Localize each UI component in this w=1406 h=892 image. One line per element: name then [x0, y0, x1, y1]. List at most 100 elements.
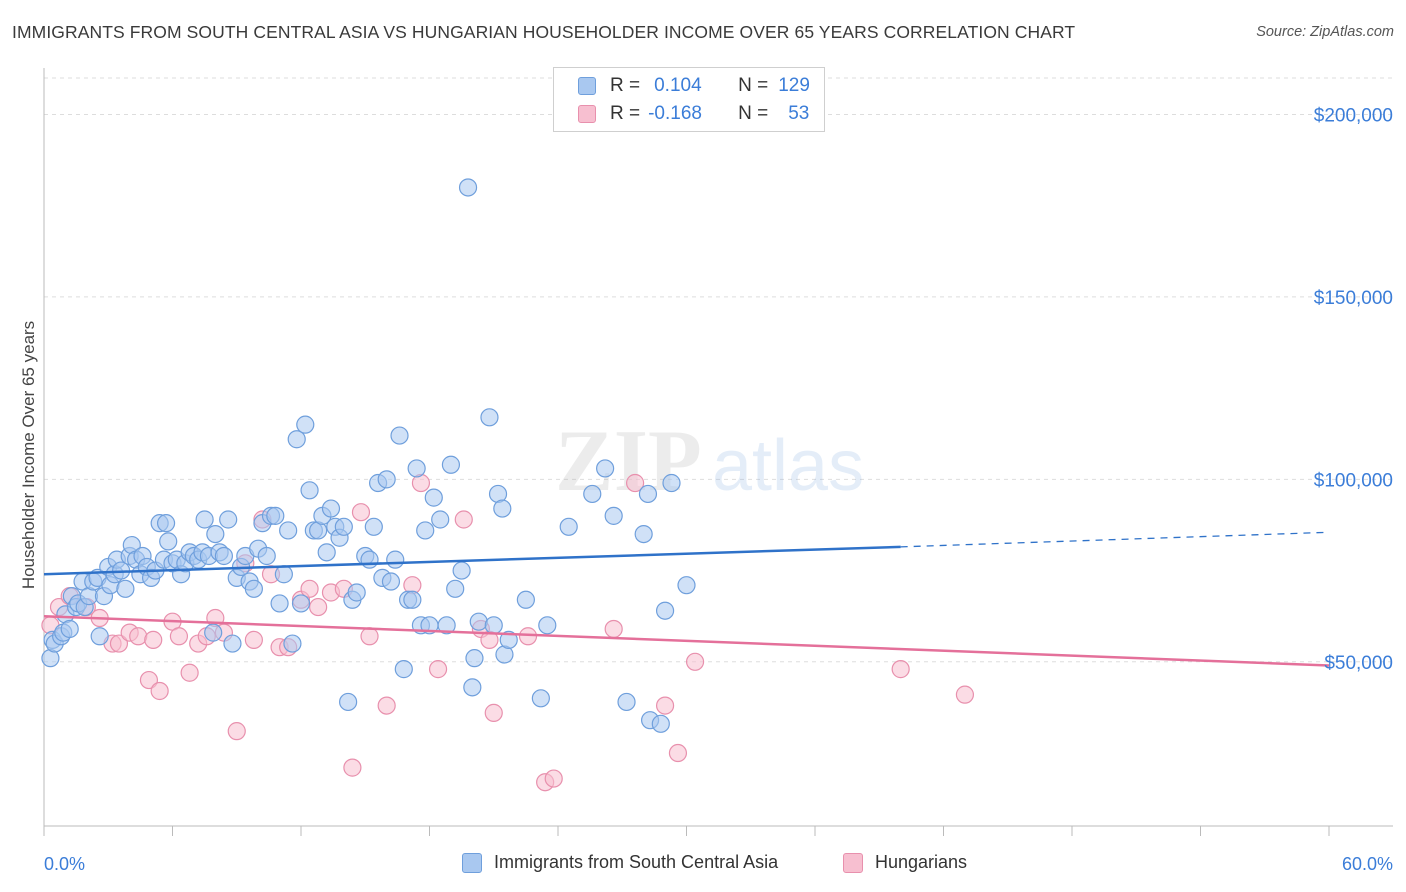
hungarians-point: [625, 473, 645, 493]
immigrants-point: [283, 634, 302, 653]
axes: [43, 68, 1393, 836]
immigrants-point: [204, 623, 223, 642]
legend-row-hungarians: R = -0.168 N = 53: [578, 101, 809, 127]
trendlines: [43, 531, 1330, 667]
y-axis-title: Householder Income Over 65 years: [19, 321, 38, 589]
immigrants-point: [195, 510, 214, 529]
immigrants-point: [394, 660, 413, 679]
legend-n-value: 53: [788, 103, 810, 124]
immigrants-point: [116, 579, 135, 598]
immigrants-point: [604, 506, 623, 525]
immigrants-point: [347, 583, 366, 602]
hungarians-point: [454, 510, 473, 529]
immigrants-point: [416, 521, 435, 540]
hungarians-point: [144, 630, 163, 650]
hungarians-point: [955, 685, 975, 704]
hungarians-point: [180, 663, 199, 682]
hungarians-point: [169, 627, 189, 646]
bottom-legend-label-immigrants: Immigrants from South Central Asia: [494, 852, 779, 872]
immigrants-point: [291, 594, 311, 613]
hungarians-point: [377, 696, 396, 715]
immigrants-point: [424, 488, 443, 507]
immigrants-point: [257, 546, 276, 566]
y-tick-label: $200,000: [1314, 105, 1393, 126]
immigrants-point: [583, 484, 602, 504]
immigrants-point: [266, 506, 285, 525]
immigrants-point: [223, 634, 242, 653]
hungarians-point: [129, 627, 148, 646]
immigrants-point: [596, 459, 615, 478]
bottom-legend-swatch-blue: [462, 852, 482, 873]
bottom-legend-hungarians: Hungarians: [843, 852, 967, 873]
y-tick-label: $100,000: [1314, 470, 1393, 491]
x-tick-min: 0.0%: [44, 854, 85, 874]
immigrants-point: [493, 499, 512, 518]
legend-n-label: N =: [738, 75, 769, 96]
y-tick-label: $50,000: [1324, 653, 1393, 674]
immigrants-point: [531, 689, 550, 708]
legend-n-value: 129: [778, 75, 810, 96]
immigrants-point: [381, 572, 401, 591]
immigrants-point: [377, 470, 396, 489]
hungarians-point: [139, 670, 159, 690]
bottom-legend-label-hungarians: Hungarians: [875, 852, 968, 872]
immigrants-point: [480, 408, 499, 427]
immigrants-point: [677, 576, 696, 595]
immigrants-point: [214, 546, 233, 566]
hungarians-point: [109, 634, 129, 653]
immigrants-point: [463, 678, 482, 697]
hungarians-point: [655, 696, 675, 715]
immigrants-points: [41, 178, 696, 733]
hungarians-point: [544, 769, 563, 788]
immigrants-point: [407, 459, 426, 478]
immigrants-point: [651, 714, 670, 733]
legend-row-immigrants: R = 0.104 N = 129: [578, 73, 810, 99]
immigrants-point: [90, 627, 109, 646]
hungarians-point: [244, 630, 263, 650]
hungarians-point: [518, 627, 538, 646]
source-credit: Source: ZipAtlas.com: [1256, 24, 1394, 40]
immigrants-point: [403, 590, 422, 609]
immigrants-point: [638, 484, 658, 504]
legend-swatch-pink: [578, 105, 596, 123]
immigrants-trendline-extension: [900, 531, 1330, 548]
immigrants-point: [244, 579, 263, 598]
legend-swatch-blue: [578, 77, 596, 95]
hungarians-point: [668, 743, 688, 763]
immigrants-point: [360, 550, 379, 569]
immigrants-point: [617, 692, 636, 712]
hungarians-point: [227, 722, 246, 741]
immigrants-point: [270, 594, 289, 613]
immigrants-point: [559, 517, 578, 536]
hungarians-point: [343, 758, 362, 777]
immigrants-point: [219, 510, 238, 529]
immigrants-point: [441, 455, 461, 474]
immigrants-point: [655, 601, 675, 620]
immigrants-point: [156, 514, 176, 533]
hungarians-point: [150, 681, 169, 701]
hungarians-point: [360, 627, 379, 646]
immigrants-point: [469, 612, 488, 631]
bottom-legend-swatch-pink: [843, 852, 863, 873]
correlation-legend: R = 0.104 N = 129 R = -0.168 N = 53: [553, 67, 825, 132]
immigrants-point: [465, 649, 484, 668]
hungarians-trendline: [43, 614, 1330, 667]
immigrants-point: [499, 630, 518, 650]
immigrants-point: [317, 543, 336, 562]
y-tick-labels: $50,000 $100,000 $150,000 $200,000: [1314, 105, 1393, 673]
immigrants-point: [662, 473, 681, 493]
immigrants-point: [364, 517, 383, 536]
immigrants-point: [274, 565, 293, 584]
hungarians-point: [604, 619, 623, 639]
immigrants-point: [339, 692, 358, 712]
watermark-zip: ZIP: [555, 413, 702, 510]
immigrants-point: [538, 616, 557, 635]
legend-r-label: R =: [610, 75, 641, 96]
bottom-legend-immigrants: Immigrants from South Central Asia: [462, 852, 778, 873]
hungarians-point: [685, 652, 705, 671]
immigrants-point: [437, 616, 456, 635]
immigrants-point: [386, 550, 405, 569]
chart-title: IMMIGRANTS FROM SOUTH CENTRAL ASIA VS HU…: [12, 22, 1076, 42]
immigrants-point: [300, 481, 319, 500]
immigrants-point: [634, 524, 653, 544]
